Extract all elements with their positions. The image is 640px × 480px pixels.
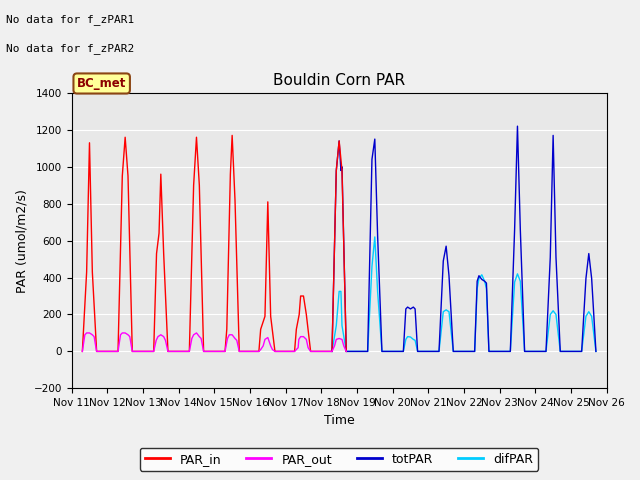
Text: BC_met: BC_met <box>77 77 126 90</box>
Text: No data for f_zPAR2: No data for f_zPAR2 <box>6 43 134 54</box>
Y-axis label: PAR (umol/m2/s): PAR (umol/m2/s) <box>15 189 28 293</box>
X-axis label: Time: Time <box>324 414 355 427</box>
Text: No data for f_zPAR1: No data for f_zPAR1 <box>6 14 134 25</box>
Title: Bouldin Corn PAR: Bouldin Corn PAR <box>273 72 405 87</box>
Legend: PAR_in, PAR_out, totPAR, difPAR: PAR_in, PAR_out, totPAR, difPAR <box>140 448 538 471</box>
